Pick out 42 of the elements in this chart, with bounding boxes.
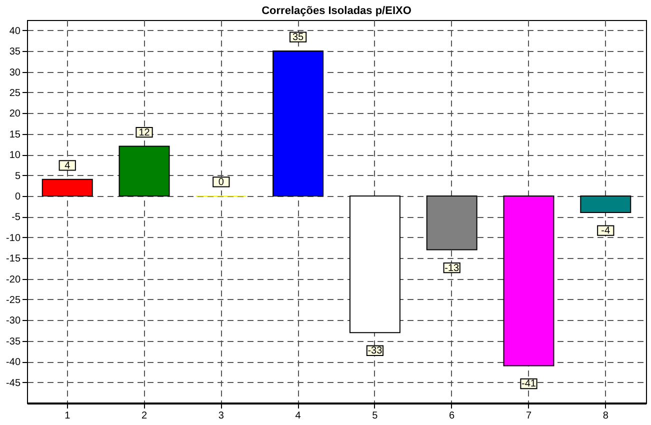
y-tick-label: -35 — [6, 336, 21, 348]
data-label: 0 — [218, 176, 224, 188]
bar — [503, 195, 554, 366]
bar — [580, 195, 632, 214]
y-tick-label: -5 — [12, 212, 21, 224]
y-tick-label: -10 — [6, 232, 21, 244]
data-label: 12 — [138, 127, 150, 138]
x-tick-label: 4 — [295, 410, 302, 422]
y-tick-label: -25 — [6, 294, 21, 306]
y-tick-label: -20 — [6, 274, 21, 286]
y-tick-label: -40 — [6, 357, 21, 368]
data-label: -33 — [368, 346, 383, 357]
bar — [42, 178, 93, 196]
y-tick-label: 35 — [9, 46, 21, 58]
y-tick-label: 40 — [9, 26, 21, 37]
x-tick-label: 2 — [141, 410, 148, 422]
y-tick-label: -45 — [6, 378, 21, 389]
bar — [118, 146, 170, 196]
y-tick-label: 30 — [9, 67, 21, 78]
x-tick-label: 8 — [602, 410, 609, 422]
y-tick-label: 20 — [9, 108, 21, 120]
x-tick-label: 5 — [372, 410, 378, 422]
y-tick-label: 25 — [9, 88, 21, 99]
x-tick-label: 1 — [64, 410, 71, 422]
y-tick-label: 15 — [9, 129, 21, 140]
bar — [272, 50, 324, 196]
y-tick-label: -30 — [6, 316, 21, 327]
x-tick-label: 7 — [526, 410, 532, 422]
bar — [426, 195, 478, 250]
data-label: -41 — [522, 378, 536, 390]
x-tick-label: 3 — [218, 410, 224, 422]
y-tick-label: 0 — [14, 191, 21, 202]
data-label: 35 — [292, 32, 304, 44]
x-tick-label: 6 — [449, 410, 456, 422]
y-tick-label: 5 — [14, 170, 21, 182]
data-label: 4 — [64, 160, 71, 172]
y-tick-label: 10 — [9, 150, 21, 162]
bar — [349, 195, 400, 334]
chart-title: Correlações Isoladas p/EIXO — [262, 5, 412, 17]
data-label: -4 — [601, 226, 611, 237]
y-tick-label: -15 — [6, 254, 21, 265]
data-label: -13 — [444, 262, 460, 274]
